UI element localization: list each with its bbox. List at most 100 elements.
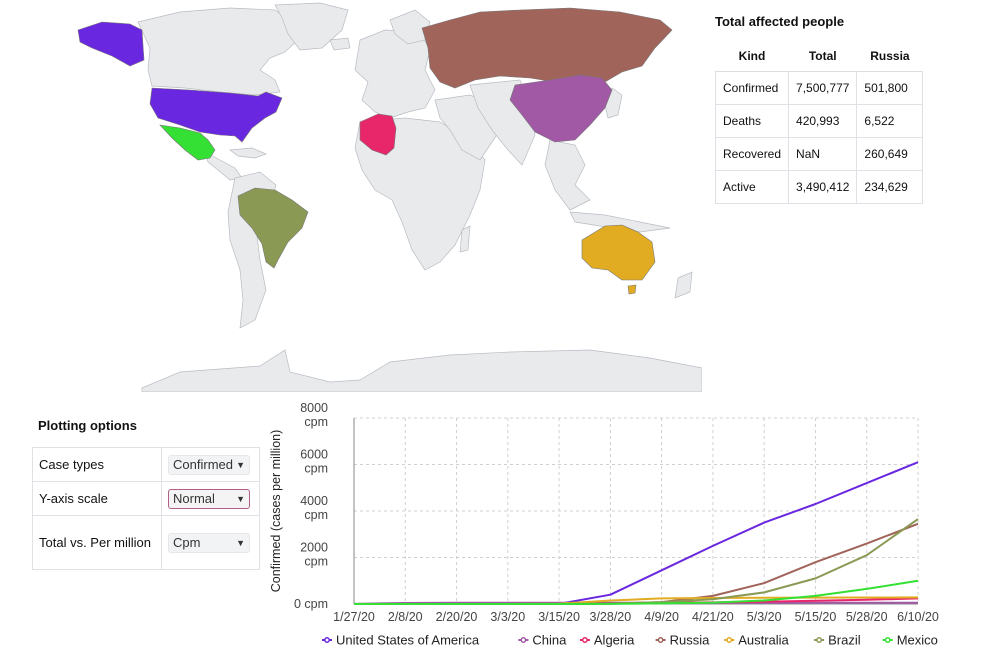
stats-region-cell: 234,629 xyxy=(856,170,924,204)
stats-col-region: Russia xyxy=(856,41,923,72)
total-vs-per-million-value: Cpm xyxy=(173,535,201,550)
mexico-country[interactable] xyxy=(159,124,216,161)
usa-country[interactable] xyxy=(149,87,283,143)
y-axis-scale-cell: Normal ▼ xyxy=(161,481,260,516)
option-row-total-vs-per-million: Total vs. Per million Cpm ▼ xyxy=(31,515,260,570)
series-line[interactable] xyxy=(354,461,919,605)
legend-label[interactable]: Australia xyxy=(738,633,789,648)
x-tick-label: 4/21/20 xyxy=(692,610,734,624)
total-vs-per-million-cell: Cpm ▼ xyxy=(161,515,260,570)
option-row-case-types: Case types Confirmed ▼ xyxy=(31,447,260,482)
series-line[interactable] xyxy=(354,522,919,605)
series-line[interactable] xyxy=(354,518,919,605)
y-axis-scale-select[interactable]: Normal ▼ xyxy=(168,488,251,509)
stats-col-kind: Kind xyxy=(715,41,789,72)
stats-table: Kind Total Russia Confirmed 7,500,777 50… xyxy=(714,41,924,204)
x-tick-label: 5/28/20 xyxy=(846,610,888,624)
indonesia-region[interactable] xyxy=(569,211,671,233)
stats-total-cell: 420,993 xyxy=(788,104,858,138)
case-types-cell: Confirmed ▼ xyxy=(161,447,260,482)
legend-marker xyxy=(884,637,891,643)
legend-label[interactable]: Russia xyxy=(670,633,711,648)
iceland-region[interactable] xyxy=(329,37,351,51)
y-tick-label: 0 cpm xyxy=(294,597,328,611)
y-tick-label: 2000 cpm xyxy=(300,541,328,569)
stats-kind-cell: Recovered xyxy=(714,137,790,171)
y-axis-title: Confirmed (cases per million) xyxy=(269,430,283,593)
legend-marker xyxy=(816,637,823,643)
legend-marker xyxy=(657,637,664,643)
china-country[interactable] xyxy=(509,74,613,143)
canada-region[interactable] xyxy=(137,7,301,96)
southeast-asia-region[interactable] xyxy=(544,139,591,211)
caribbean-region[interactable] xyxy=(229,147,267,159)
x-tick-label: 5/15/20 xyxy=(795,610,837,624)
world-map[interactable] xyxy=(30,0,702,392)
algeria-country[interactable] xyxy=(359,113,397,156)
y-axis-scale-value: Normal xyxy=(173,491,215,506)
x-tick-label: 6/10/20 xyxy=(897,610,939,624)
confirmed-cases-chart[interactable]: 1/27/20 2/8/20 2/20/20 3/3/20 3/15/20 3/28/20… xyxy=(262,400,992,662)
legend-label[interactable]: Algeria xyxy=(594,633,635,648)
alaska-country[interactable] xyxy=(77,21,145,67)
chevron-down-icon: ▼ xyxy=(236,537,246,548)
tasmania-country[interactable] xyxy=(627,284,637,295)
stats-row: Active 3,490,412 234,629 xyxy=(714,170,924,204)
brazil-country[interactable] xyxy=(237,187,309,269)
legend-label[interactable]: China xyxy=(532,633,567,648)
legend-marker xyxy=(520,637,527,643)
legend-label[interactable]: United States of America xyxy=(336,633,480,648)
stats-panel: Total affected people Kind Total Russia … xyxy=(714,14,925,204)
legend-label[interactable]: Mexico xyxy=(897,633,938,648)
stats-total-cell: 3,490,412 xyxy=(788,170,858,204)
stats-title: Total affected people xyxy=(715,14,845,29)
y-tick-label: 4000 cpm xyxy=(300,494,328,522)
series-line[interactable] xyxy=(354,579,919,605)
stats-region-cell: 501,800 xyxy=(856,71,924,105)
stats-total-cell: 7,500,777 xyxy=(788,71,858,105)
world-map-svg xyxy=(77,2,702,392)
stats-header-row: Kind Total Russia xyxy=(715,41,923,72)
stats-total-cell: NaN xyxy=(788,137,858,171)
y-tick-label: 6000 cpm xyxy=(300,448,328,476)
option-row-y-axis-scale: Y-axis scale Normal ▼ xyxy=(31,481,260,516)
legend-label[interactable]: Brazil xyxy=(828,633,861,648)
x-tick-label: 1/27/20 xyxy=(333,610,375,624)
chevron-down-icon: ▼ xyxy=(236,459,246,470)
new-zealand-region[interactable] xyxy=(674,271,693,299)
case-types-label: Case types xyxy=(31,447,163,482)
x-tick-label: 4/9/20 xyxy=(644,610,679,624)
antarctica-region[interactable] xyxy=(141,349,702,392)
plotting-options-title: Plotting options xyxy=(38,418,137,433)
stats-kind-cell: Deaths xyxy=(714,104,790,138)
plotting-options-panel: Plotting options Case types Confirmed ▼ … xyxy=(31,418,260,570)
total-vs-per-million-label: Total vs. Per million xyxy=(31,515,163,570)
total-vs-per-million-select[interactable]: Cpm ▼ xyxy=(168,532,251,553)
plotting-options-table: Case types Confirmed ▼ Y-axis scale Norm… xyxy=(31,447,260,570)
x-tick-label: 3/28/20 xyxy=(590,610,632,624)
chart-svg: 1/27/20 2/8/20 2/20/20 3/3/20 3/15/20 3/28/20… xyxy=(269,401,939,648)
stats-region-cell: 260,649 xyxy=(856,137,924,171)
y-tick-label: 8000 cpm xyxy=(300,401,328,429)
x-tick-label: 5/3/20 xyxy=(747,610,782,624)
stats-kind-cell: Confirmed xyxy=(714,71,790,105)
legend-marker xyxy=(324,637,330,643)
russia-country[interactable] xyxy=(421,7,673,89)
greenland-region[interactable] xyxy=(274,2,349,51)
x-tick-label: 3/3/20 xyxy=(490,610,525,624)
chevron-down-icon: ▼ xyxy=(236,493,246,504)
europe-region[interactable] xyxy=(354,29,436,119)
stats-row: Confirmed 7,500,777 501,800 xyxy=(714,71,924,105)
stats-row: Deaths 420,993 6,522 xyxy=(714,104,924,138)
stats-kind-cell: Active xyxy=(714,170,790,204)
x-tick-label: 2/20/20 xyxy=(436,610,478,624)
madagascar-region[interactable] xyxy=(459,225,471,253)
y-axis-scale-label: Y-axis scale xyxy=(31,481,163,516)
case-types-select[interactable]: Confirmed ▼ xyxy=(168,454,251,475)
x-tick-label: 3/15/20 xyxy=(538,610,580,624)
stats-region-cell: 6,522 xyxy=(856,104,924,138)
legend-marker xyxy=(726,637,733,643)
scandinavia-region[interactable] xyxy=(389,9,431,45)
australia-country[interactable] xyxy=(581,224,656,281)
